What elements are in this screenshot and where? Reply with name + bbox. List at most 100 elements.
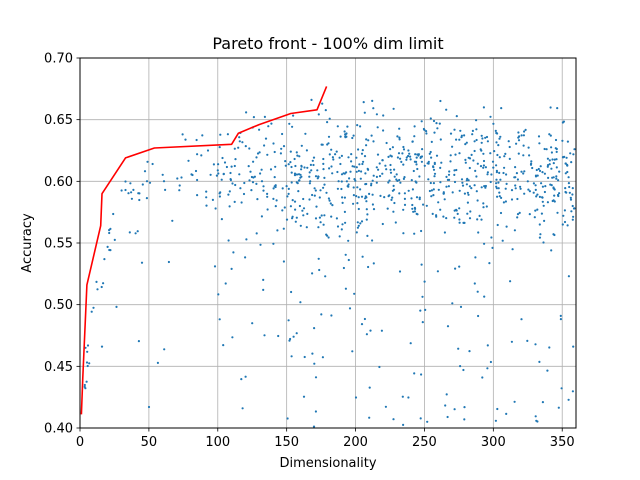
scatter-point — [305, 226, 308, 229]
scatter-point — [321, 143, 324, 146]
scatter-point — [130, 197, 133, 200]
scatter-point — [499, 135, 502, 138]
scatter-point — [437, 201, 440, 204]
scatter-point — [284, 164, 287, 167]
scatter-point — [300, 165, 303, 168]
scatter-point — [488, 262, 491, 265]
scatter-point — [90, 310, 93, 313]
scatter-point — [200, 154, 203, 157]
scatter-point — [407, 154, 410, 158]
scatter-point — [240, 201, 243, 204]
scatter-point — [285, 218, 289, 221]
scatter-point — [503, 166, 506, 169]
scatter-point — [318, 196, 321, 199]
scatter-point — [302, 207, 306, 210]
scatter-point — [365, 208, 368, 211]
scatter-point — [310, 98, 313, 101]
scatter-point — [320, 214, 323, 217]
scatter-point — [281, 132, 284, 136]
scatter-point — [469, 210, 472, 213]
scatter-point — [297, 179, 301, 182]
scatter-point — [300, 168, 303, 171]
scatter-point — [392, 188, 396, 191]
scatter-point — [458, 265, 461, 268]
scatter-point — [532, 182, 536, 185]
scatter-point — [288, 122, 291, 125]
scatter-point — [256, 152, 260, 155]
scatter-point — [325, 191, 328, 194]
scatter-point — [221, 156, 224, 160]
scatter-point — [266, 153, 269, 156]
scatter-point — [473, 282, 476, 285]
scatter-point — [420, 160, 423, 163]
scatter-point — [233, 200, 236, 203]
scatter-point — [495, 171, 498, 174]
scatter-point — [559, 314, 562, 317]
scatter-point — [211, 198, 214, 201]
scatter-point — [540, 212, 544, 215]
scatter-point — [415, 156, 418, 159]
scatter-point — [341, 196, 344, 199]
scatter-point — [418, 198, 421, 201]
scatter-point — [92, 306, 95, 309]
scatter-point — [416, 213, 419, 216]
scatter-point — [476, 199, 479, 202]
scatter-point — [545, 148, 548, 151]
scatter-point — [538, 169, 542, 172]
scatter-point — [295, 173, 299, 176]
scatter-point — [523, 192, 526, 195]
scatter-point — [296, 182, 299, 185]
scatter-point — [454, 153, 457, 156]
scatter-point — [567, 182, 571, 185]
scatter-point — [260, 168, 263, 171]
scatter-point — [437, 188, 440, 191]
scatter-point — [495, 182, 498, 185]
scatter-point — [252, 116, 255, 119]
scatter-point — [378, 175, 382, 178]
scatter-point — [316, 169, 319, 172]
scatter-point — [351, 136, 354, 140]
scatter-point — [416, 167, 419, 171]
scatter-point — [424, 308, 427, 311]
scatter-point — [546, 165, 549, 168]
scatter-point — [385, 168, 388, 171]
scatter-point — [311, 352, 314, 355]
scatter-point — [489, 115, 492, 118]
scatter-point — [103, 258, 106, 261]
scatter-point — [245, 111, 248, 114]
scatter-point — [517, 139, 521, 142]
scatter-point — [358, 163, 361, 166]
scatter-point — [367, 265, 370, 269]
x-tick-label: 250 — [412, 435, 437, 450]
scatter-point — [480, 218, 483, 221]
scatter-point — [425, 132, 428, 135]
scatter-point — [554, 138, 558, 142]
scatter-point — [482, 164, 485, 167]
scatter-point — [553, 158, 556, 161]
scatter-point — [379, 194, 382, 197]
scatter-point — [345, 171, 348, 174]
scatter-point — [571, 218, 574, 221]
scatter-point — [267, 125, 270, 128]
plot-area — [79, 57, 577, 429]
scatter-point — [550, 249, 553, 252]
scatter-point — [543, 147, 546, 151]
scatter-point — [535, 195, 538, 198]
scatter-point — [380, 329, 383, 332]
scatter-point — [317, 175, 320, 178]
scatter-point — [426, 162, 429, 165]
scatter-point — [541, 401, 545, 404]
scatter-point — [475, 119, 478, 122]
scatter-point — [432, 166, 435, 169]
scatter-point — [251, 181, 255, 184]
scatter-point — [528, 213, 531, 216]
x-tick-label: 100 — [205, 435, 230, 450]
scatter-point — [479, 148, 482, 151]
scatter-point — [466, 201, 469, 204]
scatter-point — [264, 137, 268, 140]
scatter-point — [490, 236, 493, 239]
scatter-point — [543, 172, 547, 175]
scatter-point — [442, 192, 445, 195]
scatter-point — [432, 194, 435, 197]
